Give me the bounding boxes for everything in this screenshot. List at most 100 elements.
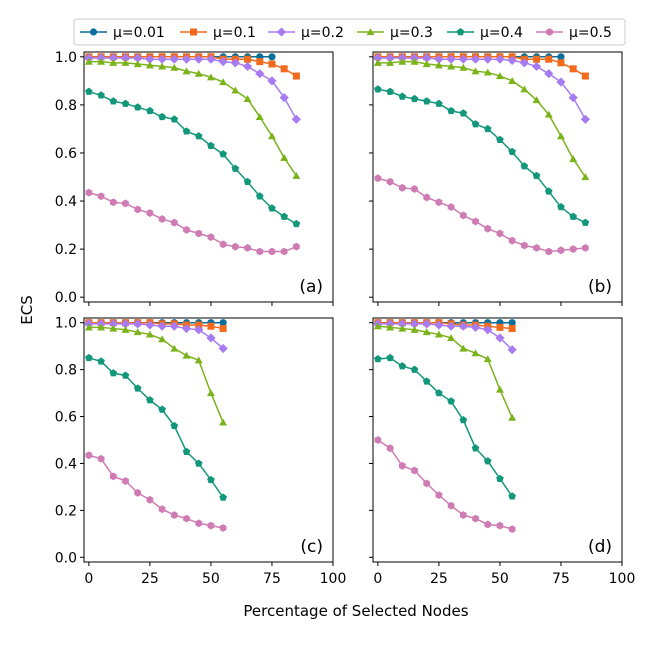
data-point bbox=[459, 416, 468, 424]
data-point bbox=[291, 114, 301, 124]
data-point bbox=[458, 54, 468, 64]
data-point bbox=[219, 150, 227, 158]
data-point bbox=[459, 344, 468, 352]
data-point bbox=[569, 245, 577, 254]
data-point bbox=[373, 53, 383, 63]
data-point bbox=[581, 173, 590, 181]
legend-entry-0-2: μ=0.2 bbox=[268, 25, 344, 41]
data-point bbox=[557, 59, 565, 67]
data-point bbox=[458, 321, 468, 331]
data-point bbox=[243, 177, 252, 186]
data-point bbox=[145, 320, 155, 330]
plot-area bbox=[84, 319, 228, 532]
legend-label: μ=0.4 bbox=[480, 25, 523, 41]
legend-entry-0-1: μ=0.1 bbox=[180, 25, 256, 41]
data-point bbox=[157, 321, 167, 331]
data-point bbox=[243, 95, 252, 102]
data-point bbox=[207, 475, 215, 484]
data-point bbox=[170, 63, 179, 71]
data-point bbox=[533, 244, 540, 252]
data-point bbox=[267, 132, 276, 140]
data-point bbox=[447, 501, 455, 510]
data-point bbox=[374, 355, 382, 363]
data-point bbox=[434, 54, 444, 64]
data-point bbox=[242, 61, 253, 72]
series-line bbox=[377, 325, 513, 419]
y-tick-label: 1.0 bbox=[55, 316, 77, 332]
data-point bbox=[206, 54, 216, 64]
legend-entry-0-4: μ=0.4 bbox=[447, 25, 523, 41]
series-0-5 bbox=[85, 188, 300, 256]
data-point bbox=[508, 319, 516, 327]
data-point bbox=[581, 218, 590, 226]
data-point bbox=[569, 65, 577, 73]
data-point bbox=[97, 91, 105, 99]
data-point bbox=[471, 349, 480, 357]
data-point bbox=[447, 62, 456, 70]
data-point bbox=[459, 63, 468, 71]
data-point bbox=[244, 244, 251, 252]
series-0-4 bbox=[374, 353, 516, 500]
data-point bbox=[158, 505, 166, 514]
data-point bbox=[146, 495, 154, 504]
data-point bbox=[120, 53, 131, 63]
legend-marker bbox=[366, 28, 375, 36]
data-point bbox=[434, 320, 444, 330]
data-point bbox=[483, 54, 493, 64]
data-point bbox=[532, 171, 541, 180]
data-point bbox=[422, 60, 431, 68]
data-point bbox=[145, 330, 154, 338]
data-point bbox=[133, 53, 143, 63]
data-point bbox=[495, 54, 505, 64]
data-point bbox=[447, 106, 455, 115]
x-tick-label: 100 bbox=[609, 571, 636, 587]
data-point bbox=[109, 97, 118, 105]
data-point bbox=[280, 212, 288, 220]
data-point bbox=[508, 236, 516, 245]
data-point bbox=[581, 72, 589, 80]
axes-frame bbox=[83, 317, 334, 563]
data-point bbox=[134, 205, 142, 214]
data-point bbox=[495, 72, 504, 80]
panel-b: (b) bbox=[369, 51, 623, 306]
data-point bbox=[182, 127, 191, 135]
y-tick-label: 0.0 bbox=[55, 290, 77, 306]
series-0-3 bbox=[373, 322, 517, 421]
data-point bbox=[182, 351, 191, 359]
series-0-3 bbox=[373, 57, 590, 181]
data-point bbox=[423, 193, 431, 202]
data-point bbox=[544, 110, 553, 118]
data-point bbox=[120, 319, 131, 329]
data-point bbox=[146, 106, 154, 115]
plot-area bbox=[373, 53, 590, 256]
data-point bbox=[219, 78, 228, 86]
data-point bbox=[508, 77, 517, 84]
data-point bbox=[268, 204, 276, 212]
data-point bbox=[292, 172, 301, 179]
series-line bbox=[88, 60, 298, 177]
data-point bbox=[219, 240, 227, 249]
data-point bbox=[292, 219, 301, 228]
data-point bbox=[255, 192, 264, 200]
data-point bbox=[97, 454, 105, 463]
data-point bbox=[183, 225, 190, 234]
legend-marker bbox=[190, 28, 197, 36]
axes-frame bbox=[372, 317, 623, 563]
data-point bbox=[219, 493, 227, 501]
data-point bbox=[508, 147, 516, 155]
data-point bbox=[97, 323, 106, 331]
legend-marker bbox=[456, 28, 465, 36]
data-point bbox=[170, 218, 178, 227]
data-point bbox=[206, 389, 215, 397]
series-line bbox=[377, 177, 586, 253]
data-point bbox=[447, 203, 455, 211]
data-point bbox=[386, 87, 394, 95]
data-point bbox=[556, 77, 566, 87]
data-point bbox=[207, 141, 215, 149]
data-point bbox=[267, 76, 277, 86]
x-tick-label: 50 bbox=[491, 571, 509, 587]
data-point bbox=[207, 233, 215, 241]
data-point bbox=[411, 466, 418, 475]
y-tick-label: 0.6 bbox=[55, 410, 77, 426]
